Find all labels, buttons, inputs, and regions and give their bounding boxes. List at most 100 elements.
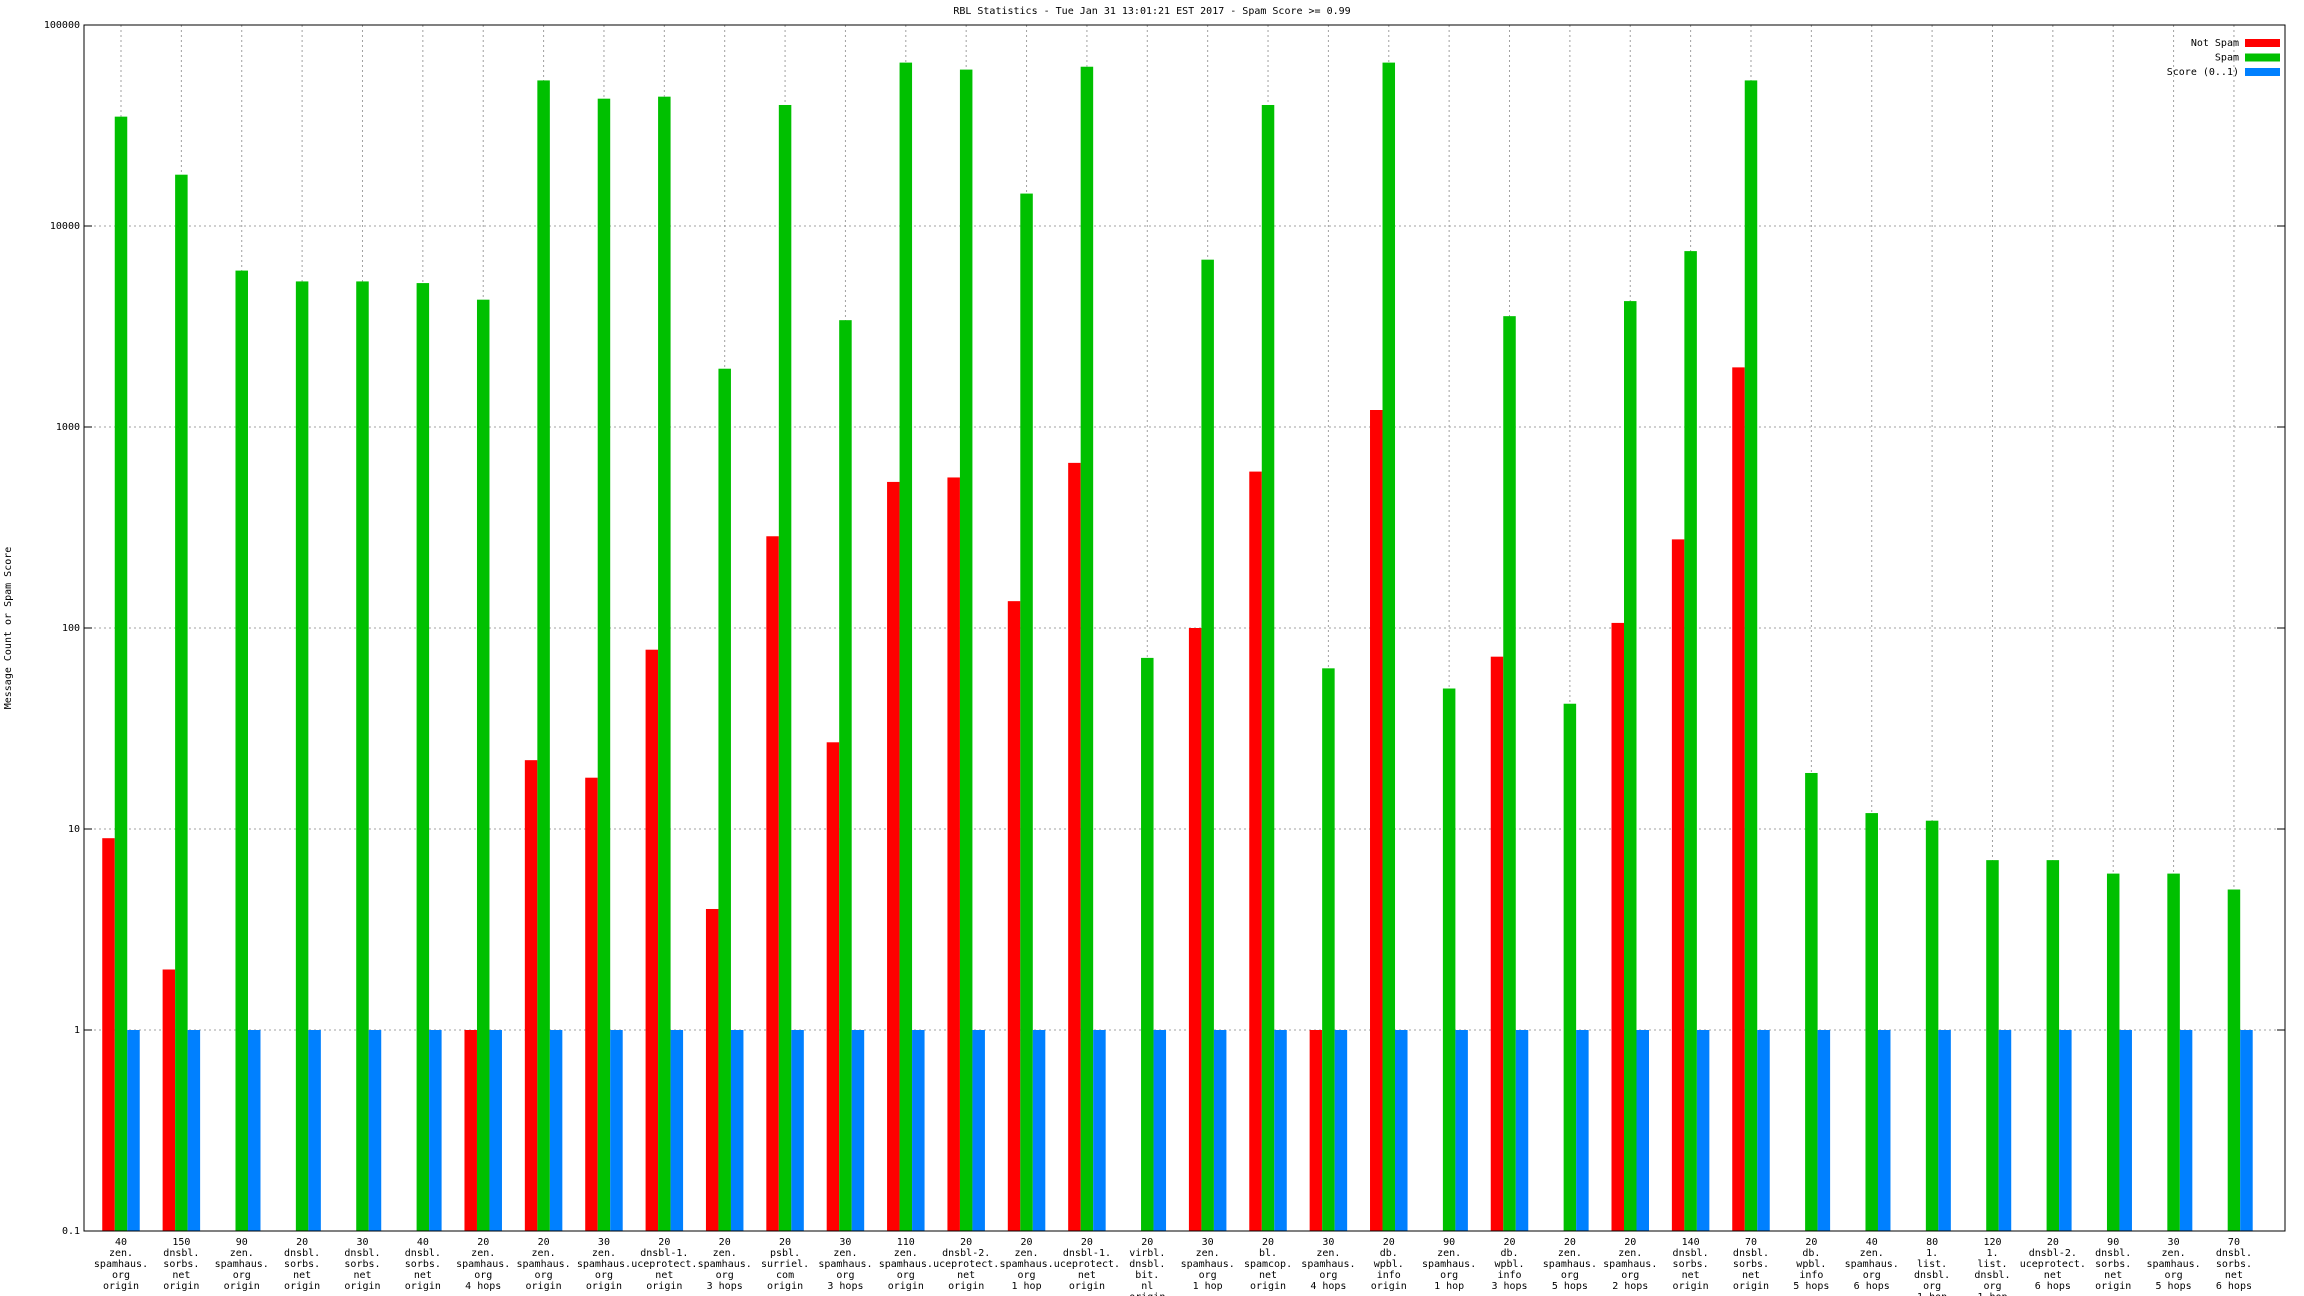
bar (645, 649, 659, 1231)
x-tick-label: org (1319, 1270, 1337, 1281)
x-tick-label: 20 (1805, 1237, 1817, 1248)
bar (1636, 1030, 1649, 1231)
bar (766, 536, 779, 1231)
y-tick-label: 100 (62, 623, 80, 634)
chart-title: RBL Statistics - Tue Jan 31 13:01:21 EST… (953, 6, 1350, 17)
bar (959, 69, 973, 1232)
x-tick-label: spamhaus. (1301, 1259, 1355, 1270)
x-tick-label: spamhaus. (215, 1259, 269, 1270)
bar (235, 270, 248, 1231)
x-tick-label: 20 (2047, 1237, 2059, 1248)
x-tick-label: zen. (2162, 1248, 2186, 1259)
bar (1576, 1030, 1589, 1231)
x-tick-label: dnsbl. (1733, 1248, 1769, 1259)
bar (549, 1030, 563, 1231)
x-tick-label: org (1440, 1270, 1458, 1281)
x-tick-label: org (1923, 1281, 1941, 1292)
x-tick-label: 40 (115, 1237, 127, 1248)
x-tick-label: 40 (1866, 1237, 1878, 1248)
x-tick-label: 4 hops (1310, 1281, 1346, 1292)
bar (1322, 668, 1335, 1231)
x-tick-label: 90 (2107, 1237, 2119, 1248)
bar (1611, 622, 1624, 1231)
legend-label: Spam (2215, 53, 2239, 64)
bar (114, 116, 128, 1231)
bar (537, 80, 550, 1232)
x-tick-label: spamhaus. (818, 1259, 872, 1270)
bar (1334, 1030, 1348, 1231)
x-tick-label: org (474, 1270, 492, 1281)
x-tick-label: 2 hops (1612, 1281, 1648, 1292)
x-tick-label: 1 hop (1011, 1281, 1041, 1292)
bar (2179, 1030, 2193, 1231)
x-tick-label: org (897, 1270, 915, 1281)
bar (175, 174, 188, 1232)
bar (972, 1030, 985, 1231)
x-tick-label: dnsbl. (284, 1248, 320, 1259)
bar (1020, 193, 1033, 1231)
x-tick-label: zen. (471, 1248, 495, 1259)
x-tick-label: net (414, 1270, 432, 1281)
bar (1201, 259, 1214, 1231)
x-tick-label: db. (1500, 1248, 1518, 1259)
x-tick-label: origin (2095, 1281, 2131, 1292)
x-tick-label: 30 (598, 1237, 610, 1248)
bar (1925, 820, 1939, 1231)
bar (524, 760, 538, 1231)
bar (947, 477, 960, 1231)
x-tick-label: 20 (538, 1237, 550, 1248)
x-tick-label: net (353, 1270, 371, 1281)
x-tick-label: zen. (1437, 1248, 1461, 1259)
x-tick-label: sorbs. (163, 1259, 199, 1270)
x-tick-label: origin (646, 1281, 682, 1292)
x-tick-label: virbl. (1129, 1248, 1165, 1259)
bar (597, 98, 611, 1231)
bar (658, 96, 671, 1231)
x-tick-label: bl. (1259, 1248, 1277, 1259)
x-tick-label: org (836, 1270, 854, 1281)
x-tick-label: origin (284, 1281, 320, 1292)
x-tick-label: dnsbl. (1129, 1259, 1165, 1270)
x-tick-label: origin (767, 1281, 803, 1292)
x-tick-label: 3 hops (827, 1281, 863, 1292)
x-tick-label: net (1259, 1270, 1277, 1281)
x-tick-label: uceprotect. (1054, 1259, 1120, 1270)
bar (1671, 539, 1685, 1231)
x-tick-label: zen. (532, 1248, 556, 1259)
x-tick-label: 30 (839, 1237, 851, 1248)
bar (1563, 703, 1577, 1231)
x-tick-label: spamhaus. (1603, 1259, 1657, 1270)
bar (1007, 601, 1021, 1231)
bar (1141, 657, 1154, 1231)
bar (912, 1030, 925, 1231)
x-tick-label: spamhaus. (94, 1259, 148, 1270)
y-tick-label: 10 (68, 824, 80, 835)
bar (778, 104, 792, 1231)
y-tick-label: 100000 (44, 20, 80, 31)
bar (610, 1030, 623, 1231)
x-tick-label: 6 hops (2216, 1281, 2252, 1292)
x-tick-label: org (1983, 1281, 2001, 1292)
x-tick-label: zen. (1558, 1248, 1582, 1259)
bar (489, 1030, 502, 1231)
x-tick-label: net (2104, 1270, 2122, 1281)
x-tick-label: 20 (477, 1237, 489, 1248)
x-tick-label: dnsbl. (2095, 1248, 2131, 1259)
bar (1938, 1030, 1951, 1231)
bar (670, 1030, 684, 1231)
x-tick-label: spamhaus. (1543, 1259, 1597, 1270)
x-tick-label: origin (163, 1281, 199, 1292)
x-tick-label: uceprotect. (631, 1259, 697, 1270)
x-tick-label: 20 (779, 1237, 791, 1248)
bar (308, 1030, 321, 1231)
x-tick-label: wpbl. (1796, 1259, 1826, 1270)
x-tick-label: dnsbl-1. (1063, 1248, 1111, 1259)
x-tick-label: origin (224, 1281, 260, 1292)
x-tick-label: 30 (356, 1237, 368, 1248)
bar (2046, 860, 2060, 1231)
bar (162, 969, 176, 1231)
bar (416, 283, 430, 1231)
bar (718, 368, 731, 1232)
x-tick-label: dnsbl. (163, 1248, 199, 1259)
x-tick-label: org (1199, 1270, 1217, 1281)
